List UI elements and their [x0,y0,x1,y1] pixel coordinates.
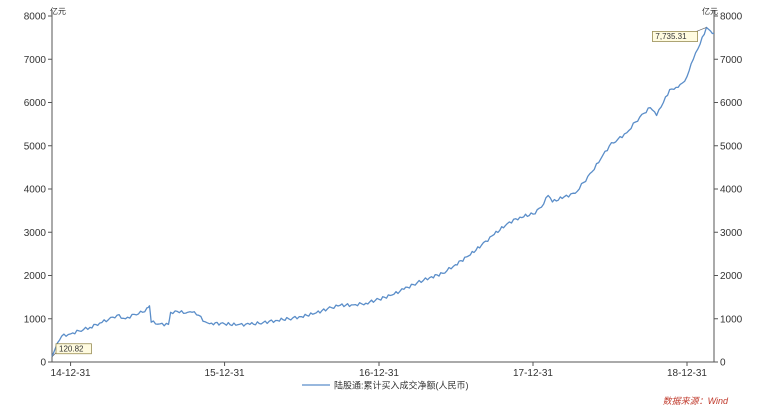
y-tick-label-right: 5000 [720,141,743,152]
callout-box [55,343,92,355]
y-tick-label-right: 2000 [720,271,743,282]
y-tick-label-left: 8000 [24,12,47,23]
callout-leader [696,27,707,32]
value-callout: 120.82 [51,343,92,358]
series-line [51,26,715,358]
y-tick-label-left: 2000 [24,271,47,282]
callout-label: 7,735.31 [655,32,687,41]
legend-label: 陆股通:累计买入成交净额(人民币) [334,380,469,391]
y-tick-label-left: 5000 [24,141,47,152]
y-tick-label-right: 6000 [720,98,743,109]
y-tick-label-right: 1000 [720,314,743,325]
y-tick-label-right: 4000 [720,185,743,196]
y-axis-unit-right: 亿元 [702,6,718,16]
x-tick-label: 16-12-31 [359,368,399,379]
y-tick-label-left: 1000 [24,314,47,325]
callout-label: 120.82 [59,345,84,354]
y-tick-label-left: 0 [40,358,46,369]
x-tick-label: 15-12-31 [205,368,245,379]
y-tick-label-right: 3000 [720,228,743,239]
y-tick-label-right: 7000 [720,55,743,66]
x-tick-label: 14-12-31 [51,368,91,379]
legend: 陆股通:累计买入成交净额(人民币) [302,380,469,391]
x-tick-label: 18-12-31 [667,368,707,379]
y-tick-label-left: 6000 [24,98,47,109]
source-note: 数据来源：Wind [663,396,729,406]
y-tick-label-right: 0 [720,358,726,369]
y-tick-label-left: 3000 [24,228,47,239]
x-tick-label: 17-12-31 [513,368,553,379]
callout-box [652,31,698,42]
y-tick-label-left: 4000 [24,185,47,196]
callout-leader [51,352,57,358]
y-tick-label-left: 7000 [24,55,47,66]
y-tick-label-right: 8000 [720,12,743,23]
y-axis-unit-left: 亿元 [50,6,66,16]
value-callout: 7,735.31 [652,27,707,42]
